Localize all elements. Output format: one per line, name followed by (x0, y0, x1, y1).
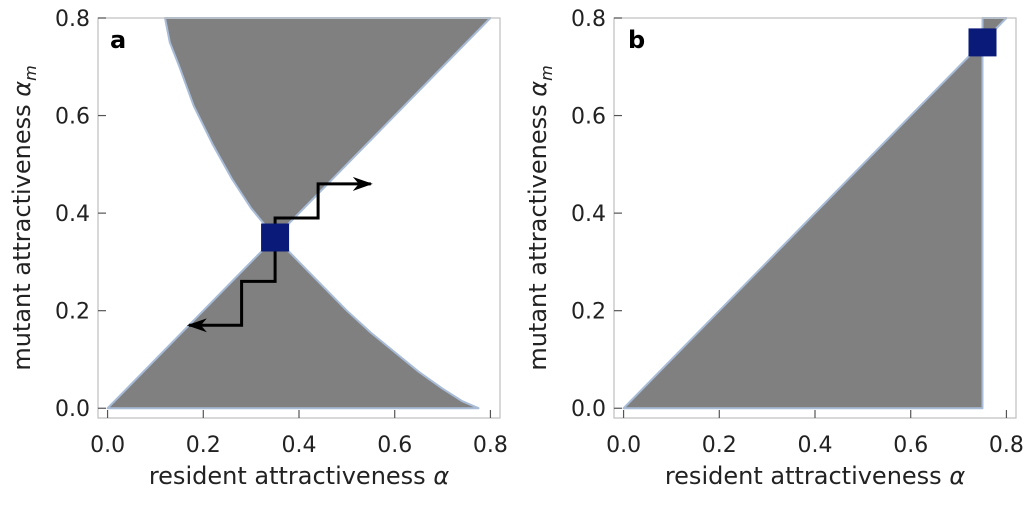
panel-a-x-tick-label: 0.4 (282, 433, 317, 458)
panel-a-x-tick-label: 0.8 (473, 433, 508, 458)
panel-a-region-1 (164, 17, 492, 239)
panel-b-y-axis-title: mutant attractiveness αm (524, 65, 556, 370)
panel-a-letter: a (110, 26, 126, 54)
panel-b: 0.0 0.2 0.4 0.6 0.8 0.0 0.2 0.4 0.6 0.8 b residen… (524, 7, 1024, 490)
panel-b-ticks: 0.0 0.2 0.4 0.6 0.8 0.0 0.2 0.4 0.6 0.8 (571, 7, 1024, 458)
panel-a-x-axis-title: resident attractiveness α (149, 462, 450, 490)
panel-b-singular-point (968, 28, 997, 57)
panel-a-y-tick-label: 0.4 (55, 202, 90, 227)
panel-a-singular-point (261, 223, 290, 252)
panel-a-regions (106, 17, 492, 410)
panel-b-x-tick-label: 0.4 (798, 433, 833, 458)
panel-a-y-tick-label: 0.2 (55, 300, 90, 325)
panel-b-x-tick-label: 0.0 (606, 433, 641, 458)
panel-a-x-tick-label: 0.0 (90, 433, 125, 458)
panel-b-y-tick-label: 0.6 (571, 105, 606, 130)
panel-b-x-axis-title: resident attractiveness α (665, 462, 966, 490)
panel-b-x-tick-label: 0.2 (702, 433, 737, 458)
panel-a-region-2 (106, 236, 480, 410)
panel-b-x-tick-label: 0.6 (893, 433, 928, 458)
panel-a-singular-point-layer (261, 223, 290, 252)
panel-a-x-tick-label: 0.2 (186, 433, 221, 458)
panel-a-ticks: 0.0 0.2 0.4 0.6 0.8 0.0 0.2 0.4 0.6 0.8 (55, 7, 508, 458)
panel-b-y-tick-label: 0.8 (571, 7, 606, 32)
panel-b-letter: b (628, 26, 645, 54)
panel-a-y-tick-label: 0.6 (55, 105, 90, 130)
panel-b-y-tick-label: 0.2 (571, 300, 606, 325)
panel-a-y-axis-title: mutant attractiveness αm (8, 65, 40, 370)
panel-a-x-tick-label: 0.6 (377, 433, 412, 458)
panel-a: 0.0 0.2 0.4 0.6 0.8 0.0 0.2 0.4 0.6 0.8 a residen… (8, 7, 508, 490)
panel-a-y-tick-label: 0.8 (55, 7, 90, 32)
panel-b-y-tick-label: 0.0 (571, 397, 606, 422)
panel-b-x-tick-label: 0.8 (989, 433, 1024, 458)
panel-b-regions (622, 17, 1008, 410)
panel-a-y-tick-label: 0.0 (55, 397, 90, 422)
panel-a-arrow-2 (186, 237, 277, 333)
panel-b-y-tick-label: 0.4 (571, 202, 606, 227)
panel-b-region-1 (622, 41, 984, 410)
panel-b-singular-point-layer (968, 28, 997, 57)
